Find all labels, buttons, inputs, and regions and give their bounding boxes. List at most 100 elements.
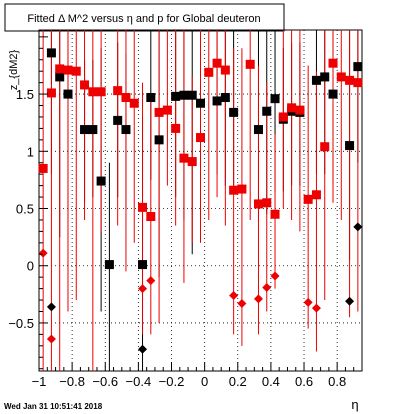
data-point-square bbox=[55, 72, 65, 82]
data-point-square bbox=[162, 105, 172, 115]
data-point-square bbox=[63, 89, 73, 99]
data-point-square bbox=[353, 62, 363, 72]
data-point-square bbox=[270, 209, 280, 219]
data-point-diamond bbox=[311, 303, 321, 313]
data-point-square bbox=[295, 105, 305, 115]
data-point-diamond bbox=[303, 297, 313, 307]
grid-lines bbox=[38, 30, 362, 371]
data-point-square bbox=[187, 90, 197, 100]
data-point-square bbox=[171, 123, 181, 133]
data-point-square bbox=[353, 78, 363, 88]
data-point-square bbox=[220, 65, 230, 75]
x-tick-label: 0.4 bbox=[262, 374, 280, 389]
footer-timestamp: Wed Jan 31 10:51:41 2018 bbox=[4, 402, 103, 411]
data-point-square bbox=[138, 202, 148, 212]
data-point-square bbox=[138, 260, 148, 270]
data-point-square bbox=[311, 190, 321, 200]
data-point-diamond bbox=[345, 296, 355, 306]
x-tick-label: −0.4 bbox=[126, 374, 152, 389]
data-point-square bbox=[55, 64, 65, 74]
data-point-square bbox=[196, 133, 205, 143]
y-tick-label: 0.5 bbox=[16, 202, 34, 217]
data-point-square bbox=[229, 185, 239, 195]
data-point-square bbox=[262, 198, 272, 208]
data-point-square bbox=[229, 107, 239, 117]
data-point-square bbox=[270, 94, 280, 104]
data-point-square bbox=[46, 48, 56, 58]
data-point-square bbox=[345, 141, 355, 151]
data-markers bbox=[38, 48, 363, 354]
data-point-square bbox=[129, 98, 139, 108]
data-point-diamond bbox=[146, 276, 156, 286]
data-point-square bbox=[88, 87, 98, 97]
data-point-square bbox=[63, 65, 73, 75]
data-point-square bbox=[328, 89, 338, 99]
data-point-square bbox=[146, 93, 156, 103]
x-tick-label: −0.6 bbox=[92, 374, 118, 389]
x-tick-label: −0.2 bbox=[159, 374, 185, 389]
data-point-diamond bbox=[253, 294, 263, 304]
title-box: Fitted Δ M^2 versus η and p for Global d… bbox=[4, 3, 285, 32]
x-tick-label: 0.8 bbox=[328, 374, 346, 389]
data-point-diamond bbox=[229, 290, 239, 300]
data-point-square bbox=[204, 67, 214, 77]
data-point-square bbox=[287, 103, 297, 113]
data-point-square bbox=[104, 260, 114, 270]
y-tick-label: 1.5 bbox=[16, 87, 34, 102]
data-point-square bbox=[46, 88, 56, 98]
data-point-square bbox=[212, 96, 222, 106]
data-point-square bbox=[171, 91, 181, 101]
data-point-square bbox=[80, 80, 90, 90]
data-point-square bbox=[196, 98, 205, 108]
y-tick-label: 1 bbox=[27, 144, 34, 159]
data-point-diamond bbox=[237, 298, 247, 308]
data-point-diamond bbox=[38, 248, 48, 258]
data-point-square bbox=[320, 72, 330, 82]
y-tick-label: −0.5 bbox=[8, 316, 34, 331]
data-point-square bbox=[88, 125, 98, 135]
data-point-square bbox=[262, 106, 272, 116]
y-tick-label: 0 bbox=[27, 259, 34, 274]
data-point-square bbox=[154, 135, 164, 145]
data-point-diamond bbox=[138, 284, 148, 294]
data-point-square bbox=[146, 212, 156, 222]
data-point-square bbox=[311, 75, 321, 85]
data-point-diamond bbox=[353, 222, 363, 232]
y-axis-label: z_{dM2} bbox=[8, 49, 20, 90]
data-point-square bbox=[113, 115, 123, 125]
data-point-square bbox=[253, 199, 263, 209]
data-point-square bbox=[121, 125, 131, 135]
data-point-square bbox=[80, 125, 90, 135]
data-point-square bbox=[71, 66, 81, 76]
data-point-square bbox=[187, 157, 197, 167]
x-tick-label: −0.8 bbox=[59, 374, 85, 389]
data-point-square bbox=[220, 93, 230, 103]
data-point-square bbox=[245, 59, 255, 69]
data-point-square bbox=[113, 86, 123, 96]
data-point-square bbox=[96, 176, 106, 186]
data-point-square bbox=[38, 163, 48, 173]
data-point-square bbox=[237, 184, 247, 194]
data-point-square bbox=[278, 112, 288, 122]
data-point-diamond bbox=[46, 302, 56, 312]
data-point-diamond bbox=[46, 334, 56, 344]
x-tick-label: 0 bbox=[201, 374, 208, 389]
data-point-square bbox=[121, 93, 131, 103]
data-point-square bbox=[303, 194, 313, 204]
data-point-square bbox=[179, 153, 189, 163]
data-point-square bbox=[179, 90, 189, 100]
data-point-square bbox=[154, 107, 164, 117]
data-point-diamond bbox=[138, 344, 148, 354]
data-point-square bbox=[320, 142, 330, 152]
data-point-square bbox=[336, 72, 346, 82]
data-point-diamond bbox=[262, 282, 272, 292]
axes: −1 −0.8 −0.6 −0.4 −0.2 0 0.2 0.4 0.6 0.8 −0.5 0 0.5 1… bbox=[8, 36, 363, 389]
data-point-square bbox=[345, 75, 355, 85]
data-point-square bbox=[96, 87, 106, 97]
data-point-square bbox=[212, 58, 222, 68]
x-tick-label: 0.6 bbox=[295, 374, 313, 389]
x-axis-label: η bbox=[351, 397, 358, 412]
x-tick-label: 0.2 bbox=[229, 374, 247, 389]
x-tick-label: −1 bbox=[32, 374, 47, 389]
